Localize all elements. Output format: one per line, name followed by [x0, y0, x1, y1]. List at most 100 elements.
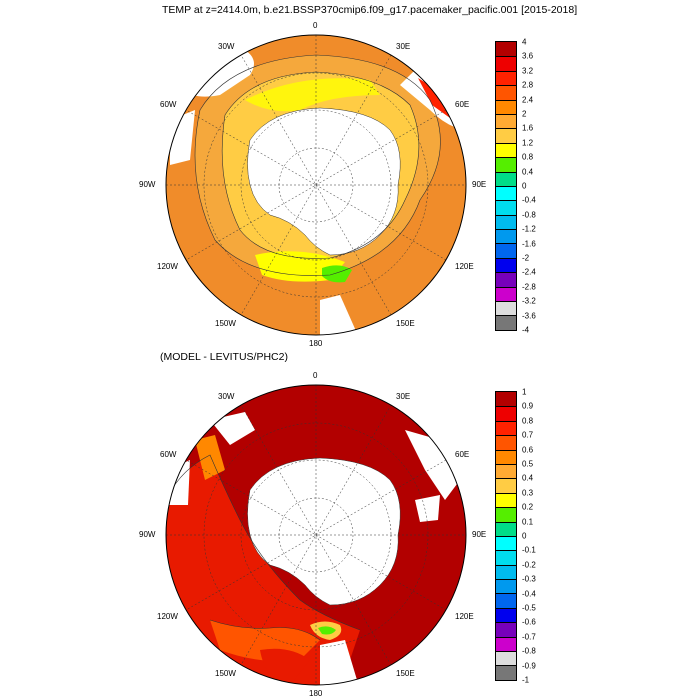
- top-colorbar-swatch: [496, 214, 516, 230]
- bottom-colorbar-label: -0.8: [522, 646, 536, 656]
- bottom-colorbar-swatch: [496, 392, 516, 407]
- top-colorbar-swatch: [496, 99, 516, 114]
- top-antarctica-land: [247, 107, 401, 256]
- bottom-lon-label-150e: 150E: [396, 669, 415, 678]
- top-red-patch: [418, 78, 450, 118]
- bottom-colorbar-label: 0: [522, 531, 527, 541]
- top-lon-label-60w: 60W: [160, 100, 177, 109]
- bottom-colorbar-swatch: [496, 507, 516, 522]
- top-colorbar-swatch: [496, 185, 516, 201]
- bottom-lon-label-30e: 30E: [396, 392, 411, 401]
- top-colorbar-swatch: [496, 243, 516, 258]
- bottom-map-border: [165, 384, 467, 686]
- bottom-colorbar-label: 0.6: [522, 445, 534, 455]
- top-colorbar-label: 0: [522, 181, 527, 191]
- bottom-colorbar-swatch: [496, 622, 516, 637]
- top-colorbar-label: -2.8: [522, 282, 536, 292]
- top-colorbar-label: -3.2: [522, 296, 536, 306]
- top-colorbar-label: -0.4: [522, 195, 536, 205]
- top-colorbar-swatch: [496, 229, 516, 244]
- bottom-colorbar-label: 0.3: [522, 488, 534, 498]
- top-colorbar-swatch: [496, 171, 516, 186]
- top-colorbar-swatch: [496, 128, 516, 143]
- top-map-title: TEMP at z=2414.0m, b.e21.BSSP370cmip6.f0…: [162, 4, 578, 16]
- bottom-land-patch-south: [320, 640, 360, 685]
- top-colorbar-label: -1.6: [522, 239, 536, 249]
- bottom-land-patch-west: [168, 460, 190, 505]
- bottom-colorbar-label: -0.3: [522, 574, 536, 584]
- bottom-lon-label-150w: 150W: [215, 669, 236, 678]
- bottom-colorbar-label: 0.2: [522, 502, 534, 512]
- bottom-colorbar-swatch: [496, 535, 516, 551]
- bottom-land-patch-east: [415, 495, 440, 522]
- bottom-colorbar-label: 1: [522, 387, 527, 397]
- top-lon-label-150e: 150E: [396, 319, 415, 328]
- bottom-colorbar-swatch: [496, 449, 516, 464]
- top-colorbar-swatch: [496, 42, 516, 57]
- top-colorbar-label: 1.2: [522, 138, 534, 148]
- top-colorbar-label: -3.6: [522, 311, 536, 321]
- top-colorbar-label: -0.8: [522, 210, 536, 220]
- top-graticule: [166, 35, 466, 335]
- top-colorbar-label: -4: [522, 325, 530, 335]
- bottom-colorbar-label: -1: [522, 675, 530, 685]
- top-map-border: [165, 34, 467, 336]
- top-lon-label-180: 180: [309, 339, 323, 348]
- top-colorbar-swatch: [496, 70, 516, 86]
- bottom-colorbar-label: -0.4: [522, 589, 536, 599]
- bottom-colorbar-label: -0.9: [522, 661, 536, 671]
- bottom-colorbar-swatch: [496, 492, 516, 508]
- bottom-colorbar-label: -0.7: [522, 632, 536, 642]
- top-colorbar-label: 0.8: [522, 152, 534, 162]
- bottom-colorbar-swatch: [496, 521, 516, 536]
- top-green-patch: [322, 265, 352, 283]
- top-colorbar-label: -1.2: [522, 224, 536, 234]
- top-colorbar-label: 0.4: [522, 167, 534, 177]
- top-lon-label-30w: 30W: [218, 42, 235, 51]
- bottom-colorbar-swatch: [496, 420, 516, 436]
- bottom-colorbar-swatch: [496, 463, 516, 479]
- top-colorbar-swatch: [496, 85, 516, 100]
- top-polar-map: [165, 34, 467, 336]
- bottom-land-patch-ne: [405, 430, 460, 500]
- top-colorbar-swatch: [496, 272, 516, 287]
- top-colorbar-swatch: [496, 113, 516, 129]
- bottom-colorbar-swatch: [496, 593, 516, 608]
- bottom-lon-label-30w: 30W: [218, 392, 235, 401]
- top-colorbar-label: 2: [522, 109, 527, 119]
- top-lon-label-120w: 120W: [157, 262, 178, 271]
- top-colorbar-swatch: [496, 286, 516, 302]
- bottom-colorbar-swatch: [496, 435, 516, 450]
- top-colorbar-swatch: [496, 157, 516, 172]
- bottom-orange-patch: [210, 620, 320, 662]
- bottom-red-patch-south: [260, 648, 310, 685]
- bottom-colorbar-swatch: [496, 478, 516, 493]
- bottom-green-patch: [318, 626, 336, 635]
- bottom-colorbar-swatch: [496, 406, 516, 421]
- top-colorbar-label: 3.2: [522, 66, 534, 76]
- bottom-colorbar-label: 0.8: [522, 416, 534, 426]
- bottom-colorbar-label: 0.1: [522, 517, 534, 527]
- bottom-colorbar-label: -0.6: [522, 617, 536, 627]
- bottom-colorbar-label: 0.9: [522, 401, 534, 411]
- bottom-lon-label-60e: 60E: [455, 450, 470, 459]
- bottom-orange-patch-west: [195, 435, 225, 480]
- top-colorbar-label: 2.4: [522, 95, 534, 105]
- top-colorbar-swatch: [496, 200, 516, 215]
- bottom-colorbar-label: -0.1: [522, 545, 536, 555]
- bottom-land-patch-nw: [210, 412, 255, 445]
- top-colorbar-label: 3.6: [522, 51, 534, 61]
- bottom-graticule: [166, 385, 466, 685]
- bottom-map-title: (MODEL - LEVITUS/PHC2): [160, 351, 288, 363]
- top-colorbar-swatch: [496, 301, 516, 316]
- top-colorbar-label: 1.6: [522, 123, 534, 133]
- top-colorbar-swatch: [496, 257, 516, 273]
- top-colorbar-label: -2.4: [522, 267, 536, 277]
- bottom-colorbar-swatch: [496, 651, 516, 666]
- bottom-colorbar-swatch: [496, 579, 516, 594]
- bottom-colorbar-label: -0.2: [522, 560, 536, 570]
- top-colorbar-label: 4: [522, 37, 527, 47]
- top-lon-label-150w: 150W: [215, 319, 236, 328]
- bottom-lon-label-120e: 120E: [455, 612, 474, 621]
